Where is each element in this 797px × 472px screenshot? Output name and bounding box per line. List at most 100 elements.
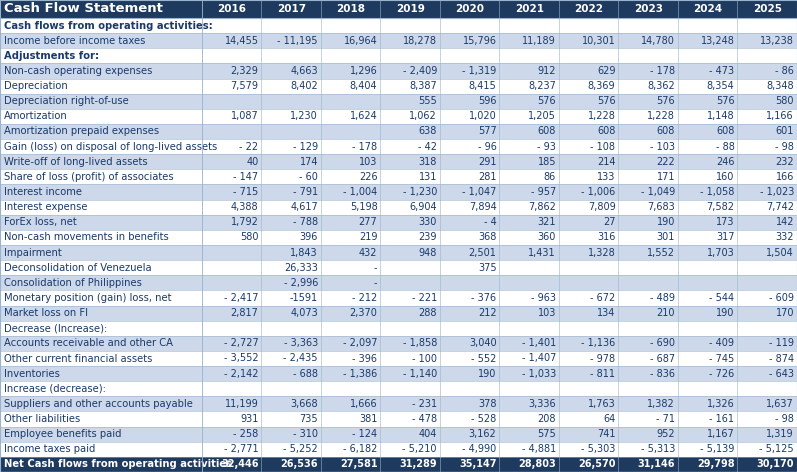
Text: 2,501: 2,501 <box>469 248 497 258</box>
Text: 31,289: 31,289 <box>399 459 437 470</box>
Text: - 1,023: - 1,023 <box>760 187 794 197</box>
Bar <box>0 412 797 427</box>
Text: 2019: 2019 <box>396 4 425 14</box>
Text: - 6,182: - 6,182 <box>344 444 378 454</box>
Text: 2,370: 2,370 <box>350 308 378 318</box>
Text: - 60: - 60 <box>299 172 318 182</box>
Text: 3,336: 3,336 <box>528 399 556 409</box>
Bar <box>0 351 797 366</box>
Text: 30,170: 30,170 <box>756 459 794 470</box>
Text: 1,382: 1,382 <box>647 399 675 409</box>
Text: - 5,125: - 5,125 <box>760 444 794 454</box>
Text: 381: 381 <box>359 414 378 424</box>
Text: - 2,097: - 2,097 <box>343 338 378 348</box>
Text: - 100: - 100 <box>412 354 437 363</box>
Text: - 129: - 129 <box>292 142 318 152</box>
Text: 8,402: 8,402 <box>290 81 318 91</box>
Bar <box>0 336 797 351</box>
Bar <box>0 427 797 442</box>
Text: 576: 576 <box>537 96 556 106</box>
Text: 952: 952 <box>657 429 675 439</box>
Text: 214: 214 <box>597 157 615 167</box>
Text: Gain (loss) on disposal of long-lived assets: Gain (loss) on disposal of long-lived as… <box>4 142 218 152</box>
Text: 15,796: 15,796 <box>462 36 497 46</box>
Text: 11,189: 11,189 <box>522 36 556 46</box>
Text: 555: 555 <box>418 96 437 106</box>
Text: 2023: 2023 <box>634 4 663 14</box>
Text: 577: 577 <box>477 126 497 136</box>
Text: Share of loss (profit) of associates: Share of loss (profit) of associates <box>4 172 174 182</box>
Text: 1,792: 1,792 <box>230 217 258 228</box>
Text: 14,780: 14,780 <box>641 36 675 46</box>
Text: 1,552: 1,552 <box>647 248 675 258</box>
Text: - 478: - 478 <box>412 414 437 424</box>
Text: - 715: - 715 <box>234 187 258 197</box>
Text: Accounts receivable and other CA: Accounts receivable and other CA <box>4 338 173 348</box>
Text: - 489: - 489 <box>650 293 675 303</box>
Text: 131: 131 <box>418 172 437 182</box>
Text: - 258: - 258 <box>234 429 258 439</box>
Text: - 11,195: - 11,195 <box>277 36 318 46</box>
Text: - 147: - 147 <box>234 172 258 182</box>
Text: 40: 40 <box>246 157 258 167</box>
Text: 432: 432 <box>359 248 378 258</box>
Bar <box>0 185 797 200</box>
Text: Employee benefits paid: Employee benefits paid <box>4 429 121 439</box>
Text: 360: 360 <box>538 232 556 243</box>
Text: 8,348: 8,348 <box>767 81 794 91</box>
Text: 8,354: 8,354 <box>707 81 735 91</box>
Bar <box>0 457 797 472</box>
Text: Non-cash movements in benefits: Non-cash movements in benefits <box>4 232 169 243</box>
Text: 35,147: 35,147 <box>459 459 497 470</box>
Text: 226: 226 <box>359 172 378 182</box>
Text: Decrease (Increase):: Decrease (Increase): <box>4 323 108 333</box>
Text: 1,228: 1,228 <box>647 111 675 121</box>
Text: - 5,313: - 5,313 <box>641 444 675 454</box>
Bar <box>0 260 797 275</box>
Text: 1,062: 1,062 <box>409 111 437 121</box>
Text: 173: 173 <box>716 217 735 228</box>
Text: Consolidation of Philippines: Consolidation of Philippines <box>4 278 142 288</box>
Bar <box>0 381 797 396</box>
Text: -: - <box>374 263 378 273</box>
Text: Cash Flow Statement: Cash Flow Statement <box>4 2 163 16</box>
Text: 8,387: 8,387 <box>409 81 437 91</box>
Text: 4,617: 4,617 <box>290 202 318 212</box>
Text: 16,964: 16,964 <box>344 36 378 46</box>
Text: 608: 608 <box>538 126 556 136</box>
Bar <box>0 169 797 185</box>
Text: 2021: 2021 <box>515 4 544 14</box>
Text: Interest income: Interest income <box>4 187 82 197</box>
Text: 378: 378 <box>478 399 497 409</box>
Text: - 1,049: - 1,049 <box>641 187 675 197</box>
Text: 396: 396 <box>300 232 318 243</box>
Text: - 963: - 963 <box>531 293 556 303</box>
Bar <box>0 215 797 230</box>
Text: 8,362: 8,362 <box>647 81 675 91</box>
Text: 246: 246 <box>716 157 735 167</box>
Text: 301: 301 <box>657 232 675 243</box>
Bar <box>0 109 797 124</box>
Text: 1,166: 1,166 <box>767 111 794 121</box>
Text: 332: 332 <box>775 232 794 243</box>
Text: - 2,727: - 2,727 <box>224 338 258 348</box>
Text: 580: 580 <box>775 96 794 106</box>
Text: - 745: - 745 <box>709 354 735 363</box>
Bar <box>0 396 797 412</box>
Text: - 2,771: - 2,771 <box>224 444 258 454</box>
Text: 277: 277 <box>359 217 378 228</box>
Text: - 93: - 93 <box>537 142 556 152</box>
Text: 1,326: 1,326 <box>707 399 735 409</box>
Text: 160: 160 <box>717 172 735 182</box>
Text: - 1,319: - 1,319 <box>462 66 497 76</box>
Text: - 376: - 376 <box>471 293 497 303</box>
Bar <box>0 442 797 457</box>
Text: 3,162: 3,162 <box>469 429 497 439</box>
Text: 601: 601 <box>775 126 794 136</box>
Text: 4,663: 4,663 <box>290 66 318 76</box>
Text: 404: 404 <box>418 429 437 439</box>
Text: Amortization prepaid expenses: Amortization prepaid expenses <box>4 126 159 136</box>
Text: - 874: - 874 <box>769 354 794 363</box>
Text: - 2,996: - 2,996 <box>284 278 318 288</box>
Text: 13,248: 13,248 <box>701 36 735 46</box>
